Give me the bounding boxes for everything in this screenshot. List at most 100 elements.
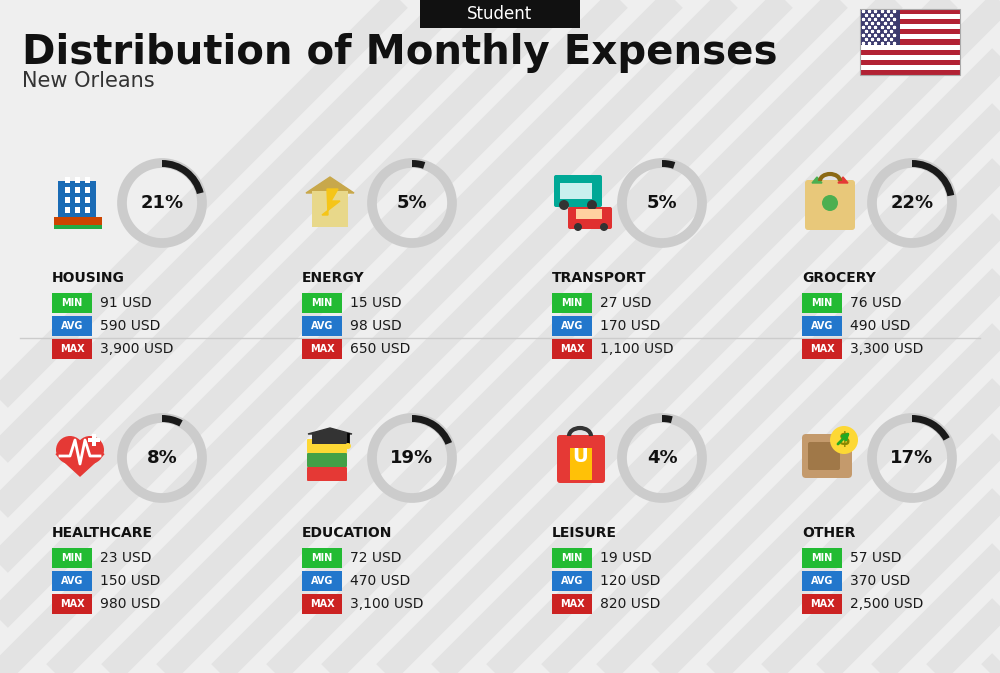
FancyBboxPatch shape [52, 339, 92, 359]
Circle shape [822, 195, 838, 211]
Text: 72 USD: 72 USD [350, 551, 402, 565]
FancyBboxPatch shape [570, 448, 592, 480]
Text: 4%: 4% [647, 449, 677, 467]
Text: 3,300 USD: 3,300 USD [850, 342, 923, 356]
FancyBboxPatch shape [860, 65, 960, 70]
FancyBboxPatch shape [552, 548, 592, 568]
FancyBboxPatch shape [860, 30, 960, 34]
FancyBboxPatch shape [52, 594, 92, 614]
Text: 820 USD: 820 USD [600, 597, 660, 611]
Text: 19 USD: 19 USD [600, 551, 652, 565]
Text: AVG: AVG [811, 576, 833, 586]
FancyBboxPatch shape [860, 50, 960, 55]
FancyBboxPatch shape [65, 207, 70, 213]
FancyBboxPatch shape [302, 339, 342, 359]
Polygon shape [56, 454, 104, 476]
Text: 590 USD: 590 USD [100, 319, 160, 333]
FancyBboxPatch shape [52, 571, 92, 591]
Text: 470 USD: 470 USD [350, 574, 410, 588]
FancyBboxPatch shape [802, 293, 842, 313]
FancyBboxPatch shape [860, 9, 960, 14]
Text: AVG: AVG [811, 321, 833, 331]
FancyBboxPatch shape [302, 293, 342, 313]
FancyBboxPatch shape [75, 197, 80, 203]
FancyBboxPatch shape [860, 9, 900, 44]
Text: 5%: 5% [397, 194, 427, 212]
Text: 91 USD: 91 USD [100, 296, 152, 310]
Text: 1,100 USD: 1,100 USD [600, 342, 674, 356]
FancyBboxPatch shape [420, 0, 580, 28]
Text: MIN: MIN [561, 553, 583, 563]
Text: 17%: 17% [890, 449, 934, 467]
Text: 21%: 21% [140, 194, 184, 212]
FancyBboxPatch shape [312, 434, 348, 444]
FancyBboxPatch shape [802, 316, 842, 336]
Text: 27 USD: 27 USD [600, 296, 652, 310]
FancyBboxPatch shape [554, 175, 602, 207]
FancyBboxPatch shape [65, 197, 70, 203]
Polygon shape [308, 428, 352, 434]
Text: 980 USD: 980 USD [100, 597, 160, 611]
FancyBboxPatch shape [85, 207, 90, 213]
FancyBboxPatch shape [860, 55, 960, 60]
Text: 150 USD: 150 USD [100, 574, 160, 588]
FancyBboxPatch shape [54, 225, 102, 229]
FancyBboxPatch shape [65, 187, 70, 193]
Text: AVG: AVG [561, 321, 583, 331]
FancyBboxPatch shape [302, 548, 342, 568]
FancyBboxPatch shape [557, 435, 605, 483]
FancyBboxPatch shape [88, 438, 100, 442]
Text: MIN: MIN [561, 298, 583, 308]
Text: AVG: AVG [561, 576, 583, 586]
Text: MIN: MIN [311, 298, 333, 308]
Polygon shape [322, 189, 340, 215]
FancyBboxPatch shape [85, 197, 90, 203]
Text: AVG: AVG [61, 321, 83, 331]
Polygon shape [812, 177, 822, 183]
Wedge shape [662, 160, 675, 169]
Polygon shape [306, 177, 354, 193]
Text: TRANSPORT: TRANSPORT [552, 271, 647, 285]
Text: AVG: AVG [311, 321, 333, 331]
Text: 650 USD: 650 USD [350, 342, 410, 356]
FancyBboxPatch shape [307, 439, 347, 453]
Text: EDUCATION: EDUCATION [302, 526, 392, 540]
FancyBboxPatch shape [552, 594, 592, 614]
FancyBboxPatch shape [860, 44, 960, 50]
Wedge shape [162, 160, 204, 194]
FancyBboxPatch shape [552, 339, 592, 359]
FancyBboxPatch shape [52, 293, 92, 313]
Text: MAX: MAX [310, 344, 334, 354]
FancyBboxPatch shape [860, 24, 960, 30]
Text: MAX: MAX [310, 599, 334, 609]
Text: MAX: MAX [60, 344, 84, 354]
Wedge shape [162, 415, 183, 427]
Circle shape [76, 436, 104, 464]
FancyBboxPatch shape [860, 19, 960, 24]
Text: 370 USD: 370 USD [850, 574, 910, 588]
FancyBboxPatch shape [802, 434, 852, 478]
Text: MAX: MAX [560, 344, 584, 354]
Text: AVG: AVG [61, 576, 83, 586]
FancyBboxPatch shape [312, 191, 348, 227]
Wedge shape [412, 415, 452, 445]
Text: MIN: MIN [311, 553, 333, 563]
FancyBboxPatch shape [808, 442, 840, 470]
Text: 22%: 22% [890, 194, 934, 212]
FancyBboxPatch shape [552, 293, 592, 313]
Polygon shape [838, 177, 848, 183]
Wedge shape [662, 415, 673, 423]
Wedge shape [912, 415, 950, 441]
Text: 23 USD: 23 USD [100, 551, 152, 565]
Text: OTHER: OTHER [802, 526, 855, 540]
FancyBboxPatch shape [860, 60, 960, 65]
Text: 490 USD: 490 USD [850, 319, 910, 333]
FancyBboxPatch shape [860, 14, 960, 19]
FancyBboxPatch shape [805, 180, 855, 230]
FancyBboxPatch shape [552, 571, 592, 591]
Text: Distribution of Monthly Expenses: Distribution of Monthly Expenses [22, 33, 778, 73]
FancyBboxPatch shape [52, 548, 92, 568]
FancyBboxPatch shape [58, 181, 96, 223]
FancyBboxPatch shape [302, 571, 342, 591]
Circle shape [345, 443, 351, 449]
